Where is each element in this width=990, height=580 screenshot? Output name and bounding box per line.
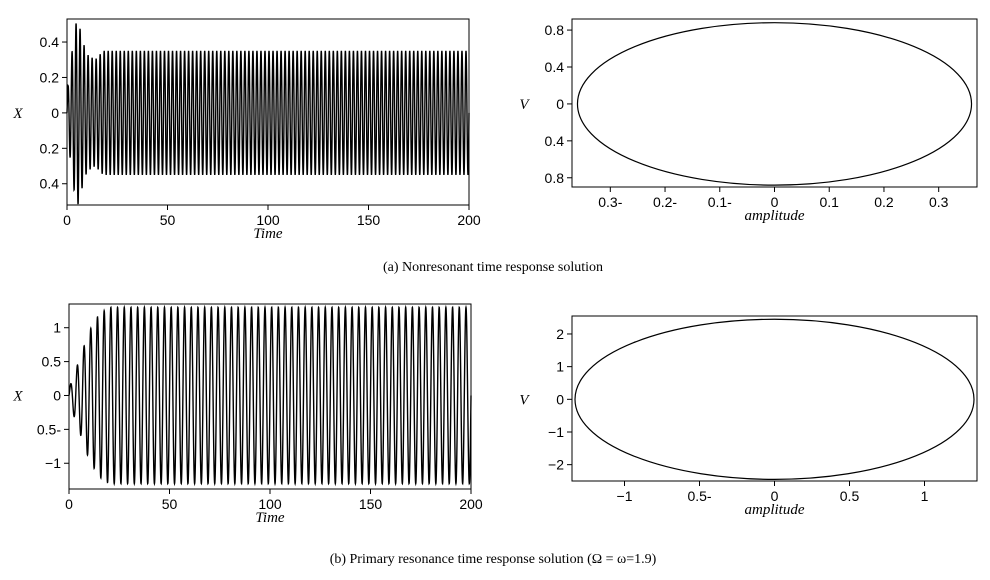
y-tick-label: 1 bbox=[556, 359, 564, 375]
y-tick-label: 0.5- bbox=[37, 421, 61, 437]
caption-b: (b) Primary resonance time response solu… bbox=[329, 552, 657, 567]
y-tick-label: 0.2 bbox=[40, 140, 60, 156]
x-tick-label: 0 bbox=[65, 496, 73, 512]
series-line bbox=[68, 304, 472, 487]
x-axis-label: amplitude bbox=[745, 502, 805, 518]
chart-b-time: 0 50 100 150 200 1 0.5 0 0.5- −1 Time X bbox=[12, 303, 483, 526]
y-tick-label: 1 bbox=[53, 320, 61, 336]
x-tick-label: 100 bbox=[256, 212, 280, 228]
x-tick-label: 50 bbox=[162, 496, 178, 512]
y-axis-label: X bbox=[12, 388, 23, 404]
x-tick-label: 50 bbox=[160, 212, 176, 228]
x-tick-label: 0.1 bbox=[819, 194, 839, 210]
y-tick-label: 0 bbox=[556, 96, 564, 112]
x-axis-label: Time bbox=[253, 226, 283, 242]
phase-orbit bbox=[576, 22, 973, 186]
x-tick-label: 0.5- bbox=[687, 488, 711, 504]
y-tick-label: 0.4 bbox=[545, 133, 565, 149]
y-axis-label: V bbox=[519, 97, 530, 113]
x-tick-label: 0.5 bbox=[840, 488, 860, 504]
y-tick-label: 0.4 bbox=[40, 176, 60, 192]
x-axis-label: amplitude bbox=[745, 208, 805, 224]
y-tick-label: 0.4 bbox=[545, 59, 565, 75]
x-tick-label: 100 bbox=[258, 496, 282, 512]
y-tick-label: 0.8 bbox=[545, 22, 565, 38]
y-axis-label: V bbox=[519, 392, 530, 408]
x-tick-label: 200 bbox=[457, 212, 481, 228]
y-tick-label: 0.4 bbox=[40, 34, 60, 50]
x-tick-label: 0 bbox=[771, 488, 779, 504]
x-tick-label: 200 bbox=[459, 496, 483, 512]
x-tick-label: 150 bbox=[359, 496, 383, 512]
y-tick-label: 0 bbox=[53, 387, 61, 403]
chart-b-phase: −1 0.5- 0 0.5 1 2 1 0 −1 −2 amplitude V bbox=[519, 315, 978, 518]
chart-a-time: 0 50 100 150 200 0.4 0.2 0 0.2 0.4 Time X bbox=[12, 18, 481, 242]
x-axis-label: Time bbox=[255, 510, 285, 526]
y-tick-label: −1 bbox=[45, 455, 61, 471]
y-tick-label: −1 bbox=[548, 424, 564, 440]
chart-a-phase: 0.3- 0.2- 0.1- 0 0.1 0.2 0.3 0.8 0.4 0 0.4 0.8 ampli… bbox=[519, 18, 978, 224]
caption-a: (a) Nonresonant time response solution bbox=[382, 260, 604, 275]
y-tick-label: −2 bbox=[548, 457, 564, 473]
plot-frame bbox=[571, 18, 978, 188]
y-axis-label: X bbox=[12, 106, 23, 122]
x-tick-label: 0.2 bbox=[874, 194, 894, 210]
x-tick-label: 0.1- bbox=[708, 194, 732, 210]
y-tick-label: 0 bbox=[51, 105, 59, 121]
x-tick-label: 1 bbox=[921, 488, 929, 504]
y-tick-label: 2 bbox=[556, 326, 564, 342]
x-tick-label: 0.3- bbox=[598, 194, 622, 210]
y-tick-label: 0.5 bbox=[42, 354, 62, 370]
x-tick-label: 150 bbox=[357, 212, 381, 228]
x-tick-label: 0 bbox=[771, 194, 779, 210]
y-tick-label: 0.2 bbox=[40, 69, 60, 85]
x-tick-label: 0.2- bbox=[653, 194, 677, 210]
phase-orbit bbox=[574, 318, 975, 480]
y-tick-label: 0 bbox=[556, 391, 564, 407]
x-tick-label: 0 bbox=[63, 212, 71, 228]
x-tick-label: −1 bbox=[617, 488, 633, 504]
series-line bbox=[66, 23, 470, 205]
y-tick-label: 0.8 bbox=[545, 170, 565, 186]
x-tick-label: 0.3 bbox=[929, 194, 949, 210]
